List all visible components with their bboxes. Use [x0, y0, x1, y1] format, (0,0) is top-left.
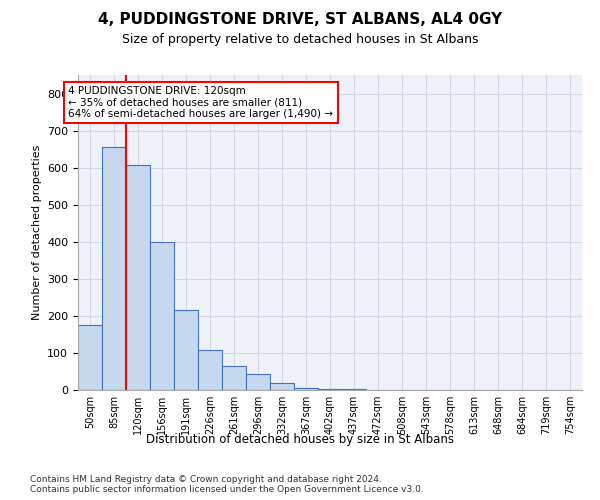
Bar: [102, 148, 126, 390]
Bar: [246, 374, 270, 390]
Text: Size of property relative to detached houses in St Albans: Size of property relative to detached ho…: [122, 32, 478, 46]
Bar: [198, 350, 222, 390]
Text: Distribution of detached houses by size in St Albans: Distribution of detached houses by size …: [146, 432, 454, 446]
Text: 4, PUDDINGSTONE DRIVE, ST ALBANS, AL4 0GY: 4, PUDDINGSTONE DRIVE, ST ALBANS, AL4 0G…: [98, 12, 502, 28]
Bar: [126, 164, 150, 390]
Bar: [270, 382, 294, 390]
Text: 4 PUDDINGSTONE DRIVE: 120sqm
← 35% of detached houses are smaller (811)
64% of s: 4 PUDDINGSTONE DRIVE: 120sqm ← 35% of de…: [68, 86, 334, 120]
Bar: [150, 242, 174, 390]
Bar: [222, 366, 246, 390]
Y-axis label: Number of detached properties: Number of detached properties: [32, 145, 41, 320]
Bar: [78, 325, 102, 390]
Bar: [174, 310, 198, 390]
Bar: [318, 389, 342, 390]
Bar: [294, 388, 318, 390]
Text: Contains HM Land Registry data © Crown copyright and database right 2024.
Contai: Contains HM Land Registry data © Crown c…: [30, 475, 424, 494]
